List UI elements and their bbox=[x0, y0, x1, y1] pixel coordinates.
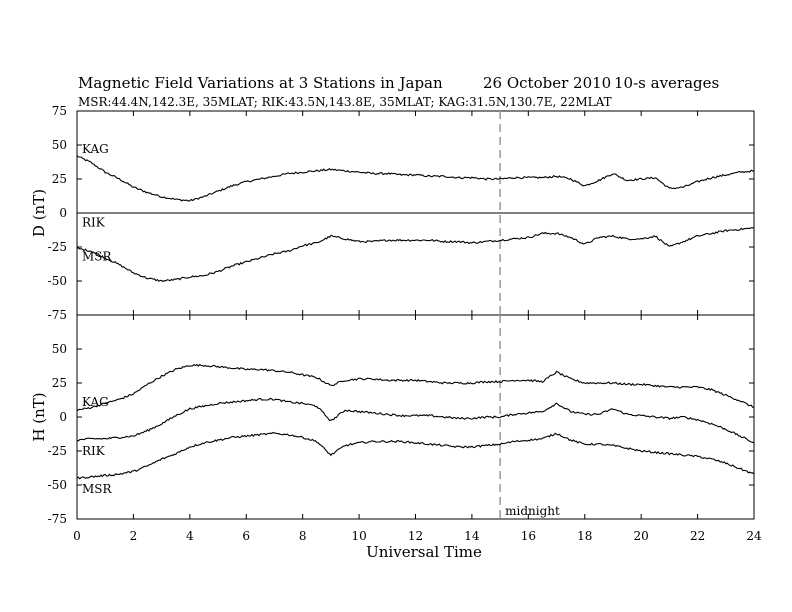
y-tick-label: -75 bbox=[48, 512, 67, 526]
y-tick-label: 25 bbox=[52, 172, 67, 186]
series-label-msr: MSR bbox=[82, 482, 113, 496]
x-tick-label: 0 bbox=[73, 529, 81, 543]
panel-frame bbox=[76, 314, 755, 520]
y-tick-label: -50 bbox=[48, 478, 67, 492]
y-tick-label: 50 bbox=[52, 138, 67, 152]
x-tick-label: 14 bbox=[464, 529, 480, 543]
y-tick-label: -75 bbox=[48, 308, 67, 322]
panel-d: 75 50 25 0 -25 -50 -75 D (nT) KAG RIK MSR bbox=[30, 104, 755, 322]
series-line-kag bbox=[76, 155, 755, 202]
x-tick-label: 6 bbox=[242, 529, 250, 543]
y-tick-label: 25 bbox=[52, 376, 67, 390]
y-axis-label: H (nT) bbox=[30, 392, 48, 441]
series-line-msr bbox=[76, 431, 755, 480]
panel-h: 50 25 0 -25 -50 -75 H (nT) KAG RIK MSR midnight bbox=[30, 314, 755, 526]
y-tick-label: 0 bbox=[59, 410, 67, 424]
x-tick-label: 4 bbox=[186, 529, 194, 543]
y-axis-label: D (nT) bbox=[30, 189, 48, 237]
series-label-msr: MSR bbox=[82, 250, 113, 264]
y-tick-label: 50 bbox=[52, 342, 67, 356]
series-line-msr bbox=[76, 227, 755, 283]
y-tick-label: -25 bbox=[48, 240, 67, 254]
chart-subtitle: MSR:44.4N,142.3E, 35MLAT; RIK:43.5N,143.… bbox=[78, 95, 612, 109]
series-line-rik bbox=[76, 397, 755, 444]
y-tick-label: -25 bbox=[48, 444, 67, 458]
y-tick-label: 0 bbox=[59, 206, 67, 220]
series-line-kag bbox=[76, 363, 755, 412]
series-label-kag: KAG bbox=[82, 395, 109, 409]
chart-title: Magnetic Field Variations at 3 Stations … bbox=[78, 74, 443, 92]
x-tick-label: 8 bbox=[299, 529, 307, 543]
midnight-label: midnight bbox=[505, 504, 560, 518]
x-tick-label: 20 bbox=[634, 529, 649, 543]
x-axis-label: Universal Time bbox=[366, 543, 482, 561]
plot-area: 75 50 25 0 -25 -50 -75 D (nT) KAG RIK MSR 50 25 0 -25 -… bbox=[30, 104, 762, 543]
x-tick-label: 18 bbox=[577, 529, 592, 543]
chart-date: 26 October 2010 bbox=[483, 74, 611, 92]
series-label-rik: RIK bbox=[82, 216, 106, 230]
y-tick-label: -50 bbox=[48, 274, 67, 288]
x-tick-label: 2 bbox=[130, 529, 138, 543]
x-tick-label: 24 bbox=[746, 529, 762, 543]
x-tick-label: 12 bbox=[408, 529, 423, 543]
series-label-kag: KAG bbox=[82, 142, 109, 156]
x-tick-label: 10 bbox=[351, 529, 366, 543]
chart-averaging-note: 10-s averages bbox=[614, 74, 719, 92]
series-label-rik: RIK bbox=[82, 444, 106, 458]
x-tick-label: 16 bbox=[521, 529, 536, 543]
x-tick-label: 22 bbox=[690, 529, 705, 543]
y-tick-label: 75 bbox=[52, 104, 67, 118]
